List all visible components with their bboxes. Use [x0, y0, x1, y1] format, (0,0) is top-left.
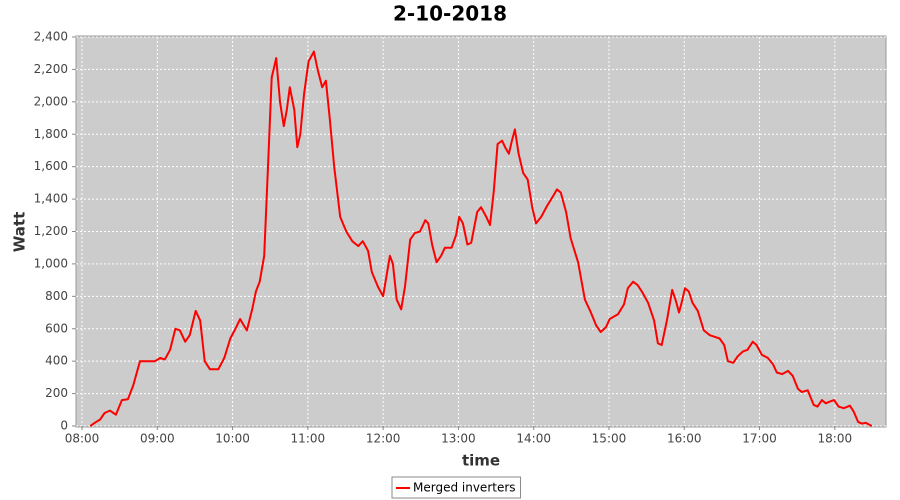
legend	[391, 476, 522, 499]
x-tick-label: 13:00	[441, 432, 476, 446]
x-tick-label: 14:00	[516, 432, 551, 446]
y-tick-label: 1,000	[34, 256, 68, 270]
y-tick-label: 1,600	[34, 159, 68, 173]
y-tick-label: 1,400	[34, 192, 68, 206]
x-tick-label: 09:00	[140, 432, 175, 446]
x-tick-label: 18:00	[818, 432, 853, 446]
line	[89, 50, 873, 427]
legend-label: Merged inverters	[413, 481, 516, 495]
x-tick-label: 10:00	[215, 432, 250, 446]
x-tick-label: 16:00	[667, 432, 702, 446]
x-tick-label: 11:00	[291, 432, 326, 446]
y-tick-label: 800	[45, 289, 68, 303]
y-tick-label: 2,000	[34, 94, 68, 108]
y-tick-label: 200	[45, 386, 68, 400]
chart-title: 2-10-2018	[393, 2, 507, 26]
y-tick-label: 1,800	[34, 127, 68, 141]
y-tick-label: 600	[45, 321, 68, 335]
x-tick-label: 12:00	[366, 432, 401, 446]
x-tick-label: 17:00	[742, 432, 777, 446]
y-axis-label: Watt	[11, 212, 29, 252]
y-tick-label: 400	[45, 354, 68, 368]
y-tick-label: 0	[60, 419, 68, 433]
x-tick-label: 15:00	[592, 432, 627, 446]
y-tick-label: 2,200	[34, 62, 68, 76]
x-axis-label: time	[462, 452, 500, 470]
y-tick-label: 1,200	[34, 224, 68, 238]
y-tick-label: 2,400	[34, 30, 68, 44]
x-tick-label: 08:00	[65, 432, 100, 446]
